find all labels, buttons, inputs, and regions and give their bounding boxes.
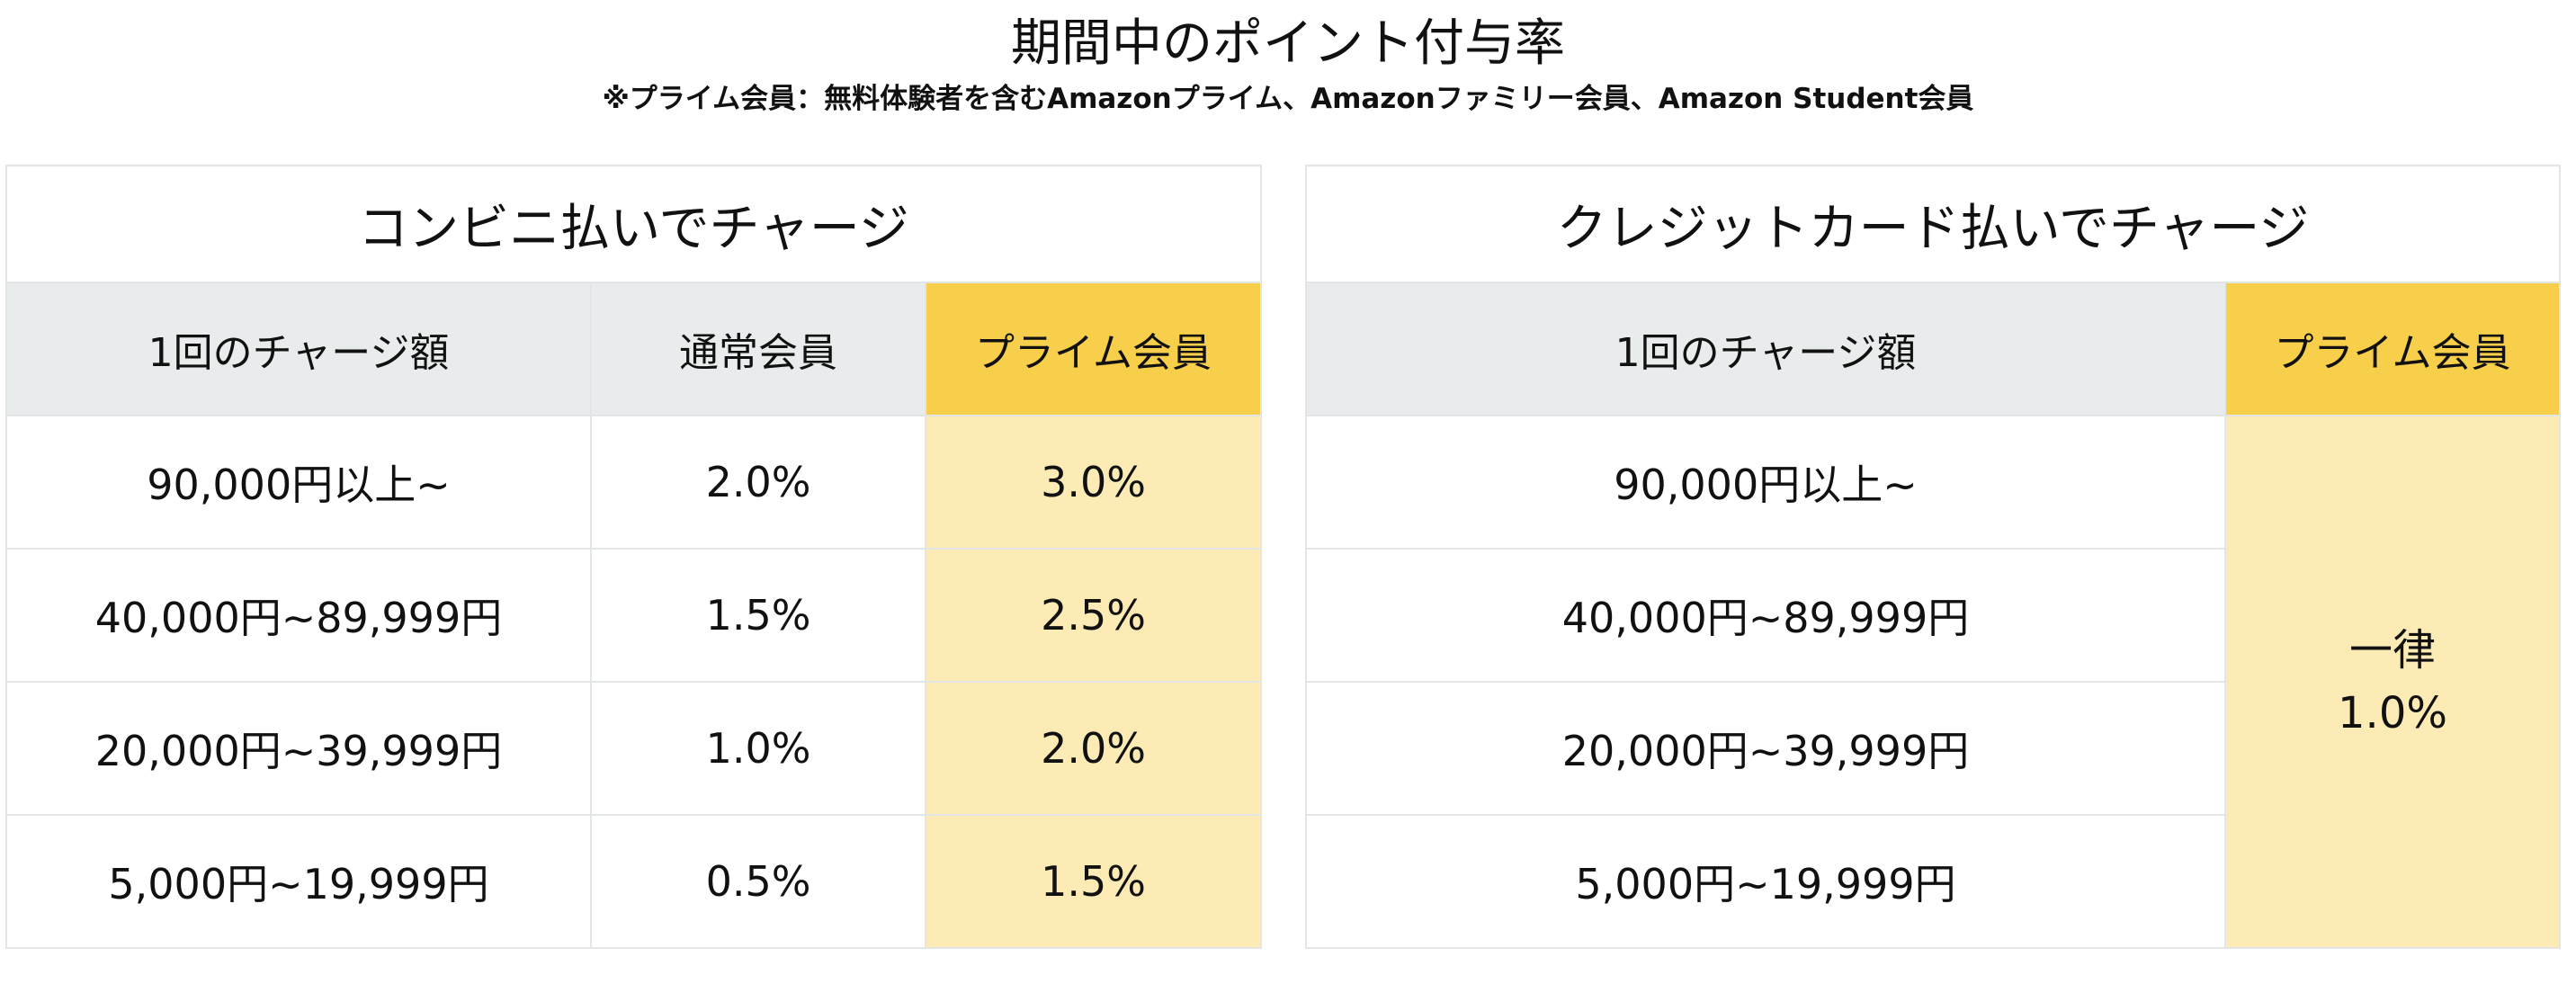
table-cell-amount: 20,000円~39,999円 bbox=[7, 683, 592, 816]
header-prime-member: プライム会員 bbox=[2226, 283, 2559, 416]
header-charge-amount: 1回のチャージ額 bbox=[7, 283, 592, 416]
table-cell-regular-rate: 2.0% bbox=[592, 416, 926, 550]
table-cell-regular-rate: 1.0% bbox=[592, 683, 926, 816]
convenience-table-title: コンビニ払いでチャージ bbox=[7, 166, 1260, 283]
convenience-store-charge-table: コンビニ払いでチャージ 1回のチャージ額 通常会員 プライム会員 90,000円… bbox=[5, 165, 1262, 949]
flat-rate-value: 1.0% bbox=[2338, 688, 2447, 738]
header-charge-amount: 1回のチャージ額 bbox=[1307, 283, 2226, 416]
table-cell-amount: 20,000円~39,999円 bbox=[1307, 683, 2226, 816]
prime-flat-rate-cell: 一律 1.0% bbox=[2226, 416, 2559, 947]
table-cell-prime-rate: 1.5% bbox=[926, 816, 1260, 947]
table-cell-amount: 5,000円~19,999円 bbox=[1307, 816, 2226, 947]
page-subtitle: ※プライム会員：無料体験者を含むAmazonプライム、Amazonファミリー会員… bbox=[602, 83, 1974, 115]
table-cell-regular-rate: 1.5% bbox=[592, 550, 926, 683]
table-cell-prime-rate: 2.5% bbox=[926, 550, 1260, 683]
flat-rate-label: 一律 bbox=[2348, 625, 2436, 675]
page-title: 期間中のポイント付与率 bbox=[1011, 14, 1565, 73]
table-cell-amount: 90,000円以上~ bbox=[7, 416, 592, 550]
table-cell-regular-rate: 0.5% bbox=[592, 816, 926, 947]
credit-card-charge-table: クレジットカード払いでチャージ 1回のチャージ額 プライム会員 90,000円以… bbox=[1305, 165, 2561, 949]
header-regular-member: 通常会員 bbox=[592, 283, 926, 416]
table-cell-amount: 5,000円~19,999円 bbox=[7, 816, 592, 947]
table-cell-prime-rate: 2.0% bbox=[926, 683, 1260, 816]
table-cell-amount: 40,000円~89,999円 bbox=[7, 550, 592, 683]
table-cell-prime-rate: 3.0% bbox=[926, 416, 1260, 550]
table-cell-amount: 40,000円~89,999円 bbox=[1307, 550, 2226, 683]
credit-table-title: クレジットカード払いでチャージ bbox=[1307, 166, 2559, 283]
table-cell-amount: 90,000円以上~ bbox=[1307, 416, 2226, 550]
header-prime-member: プライム会員 bbox=[926, 283, 1260, 416]
